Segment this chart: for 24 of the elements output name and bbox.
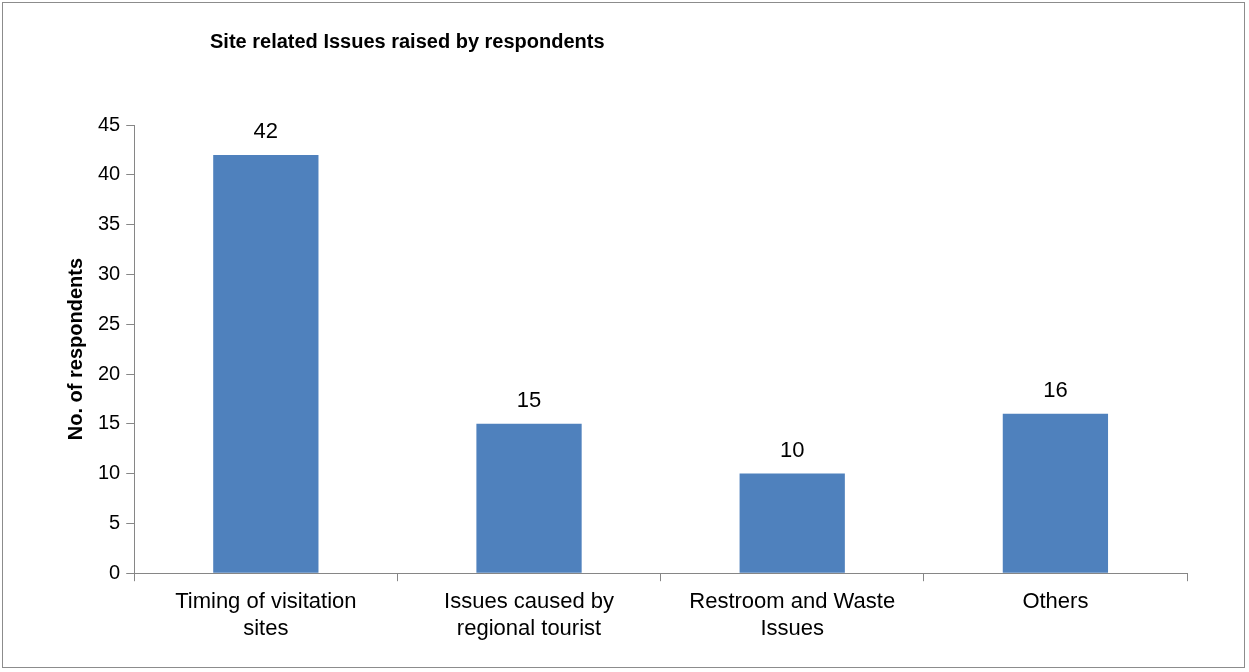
- x-tick-label: Issues caused by regional tourist: [444, 588, 615, 640]
- y-tick-label: 45: [98, 112, 121, 135]
- bar: [213, 154, 319, 573]
- data-label: 15: [516, 386, 542, 412]
- chart-title: Site related Issues raised by respondents: [210, 30, 605, 53]
- y-tick-label: 5: [109, 510, 121, 533]
- data-label: 16: [1043, 376, 1068, 402]
- x-tick-label: Others: [1022, 588, 1089, 614]
- y-tick-label: 0: [109, 560, 121, 583]
- bar: [739, 473, 845, 573]
- y-tick-label: 40: [98, 162, 121, 185]
- y-tick-label: 15: [98, 411, 121, 434]
- y-tick-label: 25: [98, 311, 121, 334]
- bar: [1002, 413, 1109, 573]
- y-tick-label: 20: [98, 361, 121, 384]
- data-label: 10: [779, 436, 805, 462]
- y-tick-label: 35: [98, 212, 121, 235]
- x-tick-label: Timing of visitation sites: [175, 588, 357, 640]
- y-tick-label: 30: [98, 261, 121, 284]
- bar: [476, 423, 582, 573]
- y-tick-label: 10: [98, 461, 121, 484]
- y-axis-title: No. of respondents: [63, 257, 86, 441]
- data-label: 42: [253, 117, 279, 143]
- x-tick-label: Restroom and Waste Issues: [689, 588, 896, 640]
